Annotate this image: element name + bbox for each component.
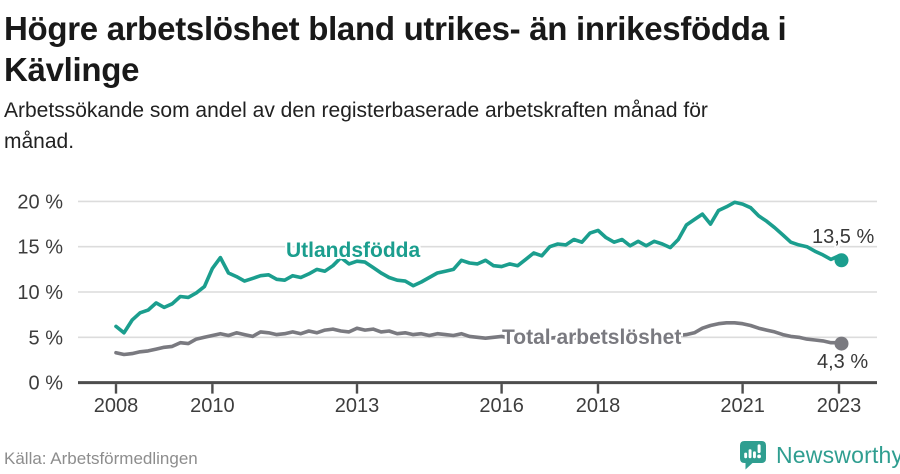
title-line-1: Högre arbetslöshet bland utrikes- än inr… <box>4 10 787 47</box>
end-dot-utlandsfodda <box>834 253 849 268</box>
y-axis-label-0: 0 % <box>29 373 64 395</box>
y-axis-label-20: 20 % <box>17 191 63 213</box>
x-axis-label-2008: 2008 <box>94 395 139 417</box>
x-axis-label-2016: 2016 <box>479 395 524 417</box>
series-line-total-arbetsloshet <box>114 320 844 357</box>
subtitle-line-1: Arbetssökande som andel av den registerb… <box>4 99 708 122</box>
series-line-utlandsfodda <box>114 200 844 335</box>
x-axis-label-2013: 2013 <box>335 395 380 417</box>
x-axis-label-2018: 2018 <box>576 395 621 417</box>
x-axis-label-2023: 2023 <box>817 395 862 417</box>
newsworthy-bubble-chart-icon <box>740 441 766 470</box>
x-axis-label-2021: 2021 <box>720 395 765 417</box>
newsworthy-wordmark: Newsworthy <box>776 441 900 468</box>
y-axis-label-15: 15 % <box>17 237 63 259</box>
series-label-total-arbetsloshet: Total arbetslöshet <box>502 326 682 349</box>
title-line-2: Kävlinge <box>4 51 140 88</box>
chart-subtitle: Arbetssökande som andel av den registerb… <box>4 95 824 157</box>
end-value-total-arbetsloshet: 4,3 % <box>817 351 869 373</box>
page-title: Högre arbetslöshet bland utrikes- än inr… <box>4 8 896 90</box>
end-dot-total-arbetsloshet <box>834 336 849 351</box>
subtitle-line-2: månad. <box>4 130 75 153</box>
end-value-utlandsfodda: 13,5 % <box>812 226 875 248</box>
source-note: Källa: Arbetsförmedlingen <box>4 449 198 468</box>
y-axis-label-10: 10 % <box>17 282 63 304</box>
y-axis-label-5: 5 % <box>29 327 64 349</box>
x-axis-label-2010: 2010 <box>190 395 235 417</box>
newsworthy-logo: Newsworthy <box>739 440 900 470</box>
series-label-utlandsfodda: Utlandsfödda <box>286 239 421 262</box>
